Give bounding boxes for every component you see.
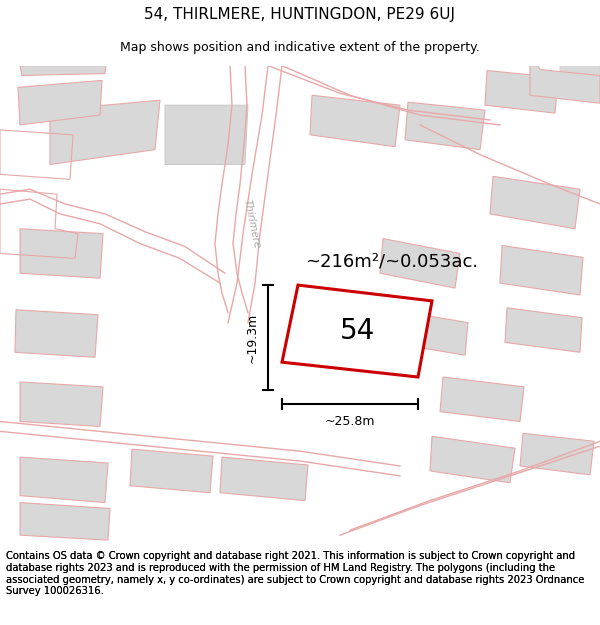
Polygon shape [20, 229, 103, 278]
Polygon shape [500, 246, 583, 295]
Polygon shape [20, 382, 103, 426]
Polygon shape [530, 66, 600, 103]
Text: ~19.3m: ~19.3m [245, 312, 259, 362]
Polygon shape [18, 81, 102, 125]
Polygon shape [520, 433, 594, 475]
Text: Thirlmere: Thirlmere [242, 198, 262, 249]
Polygon shape [485, 71, 558, 113]
Polygon shape [20, 457, 108, 503]
Polygon shape [130, 449, 213, 493]
Polygon shape [50, 100, 160, 164]
Text: Map shows position and indicative extent of the property.: Map shows position and indicative extent… [120, 41, 480, 54]
Text: 54, THIRLMERE, HUNTINGDON, PE29 6UJ: 54, THIRLMERE, HUNTINGDON, PE29 6UJ [145, 7, 455, 22]
Polygon shape [220, 457, 308, 501]
Text: Contains OS data © Crown copyright and database right 2021. This information is : Contains OS data © Crown copyright and d… [6, 551, 584, 596]
Text: ~216m²/~0.053ac.: ~216m²/~0.053ac. [305, 253, 478, 271]
Polygon shape [390, 310, 468, 355]
Polygon shape [282, 285, 432, 377]
Polygon shape [405, 102, 485, 149]
Polygon shape [505, 308, 582, 352]
Polygon shape [165, 105, 248, 164]
Polygon shape [560, 66, 600, 100]
Polygon shape [430, 436, 515, 482]
Polygon shape [380, 239, 460, 288]
Polygon shape [15, 310, 98, 358]
Polygon shape [440, 377, 524, 421]
Text: Contains OS data © Crown copyright and database right 2021. This information is : Contains OS data © Crown copyright and d… [6, 551, 584, 596]
Polygon shape [490, 176, 580, 229]
Polygon shape [20, 503, 110, 540]
Text: ~25.8m: ~25.8m [325, 415, 375, 428]
Polygon shape [20, 66, 106, 76]
Polygon shape [310, 95, 400, 147]
Text: 54: 54 [340, 318, 375, 345]
